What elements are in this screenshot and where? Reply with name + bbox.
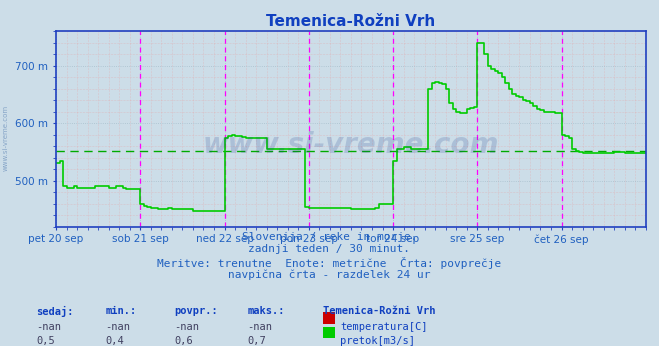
Text: navpična črta - razdelek 24 ur: navpična črta - razdelek 24 ur: [228, 269, 431, 280]
Text: 0,4: 0,4: [105, 336, 124, 346]
Title: Temenica-Rožni Vrh: Temenica-Rožni Vrh: [266, 13, 436, 29]
Text: temperatura[C]: temperatura[C]: [340, 322, 428, 332]
Text: www.si-vreme.com: www.si-vreme.com: [2, 105, 9, 172]
Text: maks.:: maks.:: [247, 306, 285, 316]
Text: -nan: -nan: [175, 322, 200, 332]
Text: Meritve: trenutne  Enote: metrične  Črta: povprečje: Meritve: trenutne Enote: metrične Črta: …: [158, 257, 501, 269]
Text: sedaj:: sedaj:: [36, 306, 74, 317]
Text: zadnji teden / 30 minut.: zadnji teden / 30 minut.: [248, 244, 411, 254]
Text: povpr.:: povpr.:: [175, 306, 218, 316]
Text: -nan: -nan: [247, 322, 272, 332]
Text: 0,6: 0,6: [175, 336, 193, 346]
Text: pretok[m3/s]: pretok[m3/s]: [340, 336, 415, 346]
Text: 0,5: 0,5: [36, 336, 55, 346]
Text: -nan: -nan: [36, 322, 61, 332]
Text: -nan: -nan: [105, 322, 130, 332]
Text: Slovenija / reke in morje.: Slovenija / reke in morje.: [242, 232, 417, 242]
Text: 0,7: 0,7: [247, 336, 266, 346]
Text: min.:: min.:: [105, 306, 136, 316]
Text: Temenica-Rožni Vrh: Temenica-Rožni Vrh: [323, 306, 436, 316]
Text: www.si-vreme.com: www.si-vreme.com: [203, 130, 499, 158]
